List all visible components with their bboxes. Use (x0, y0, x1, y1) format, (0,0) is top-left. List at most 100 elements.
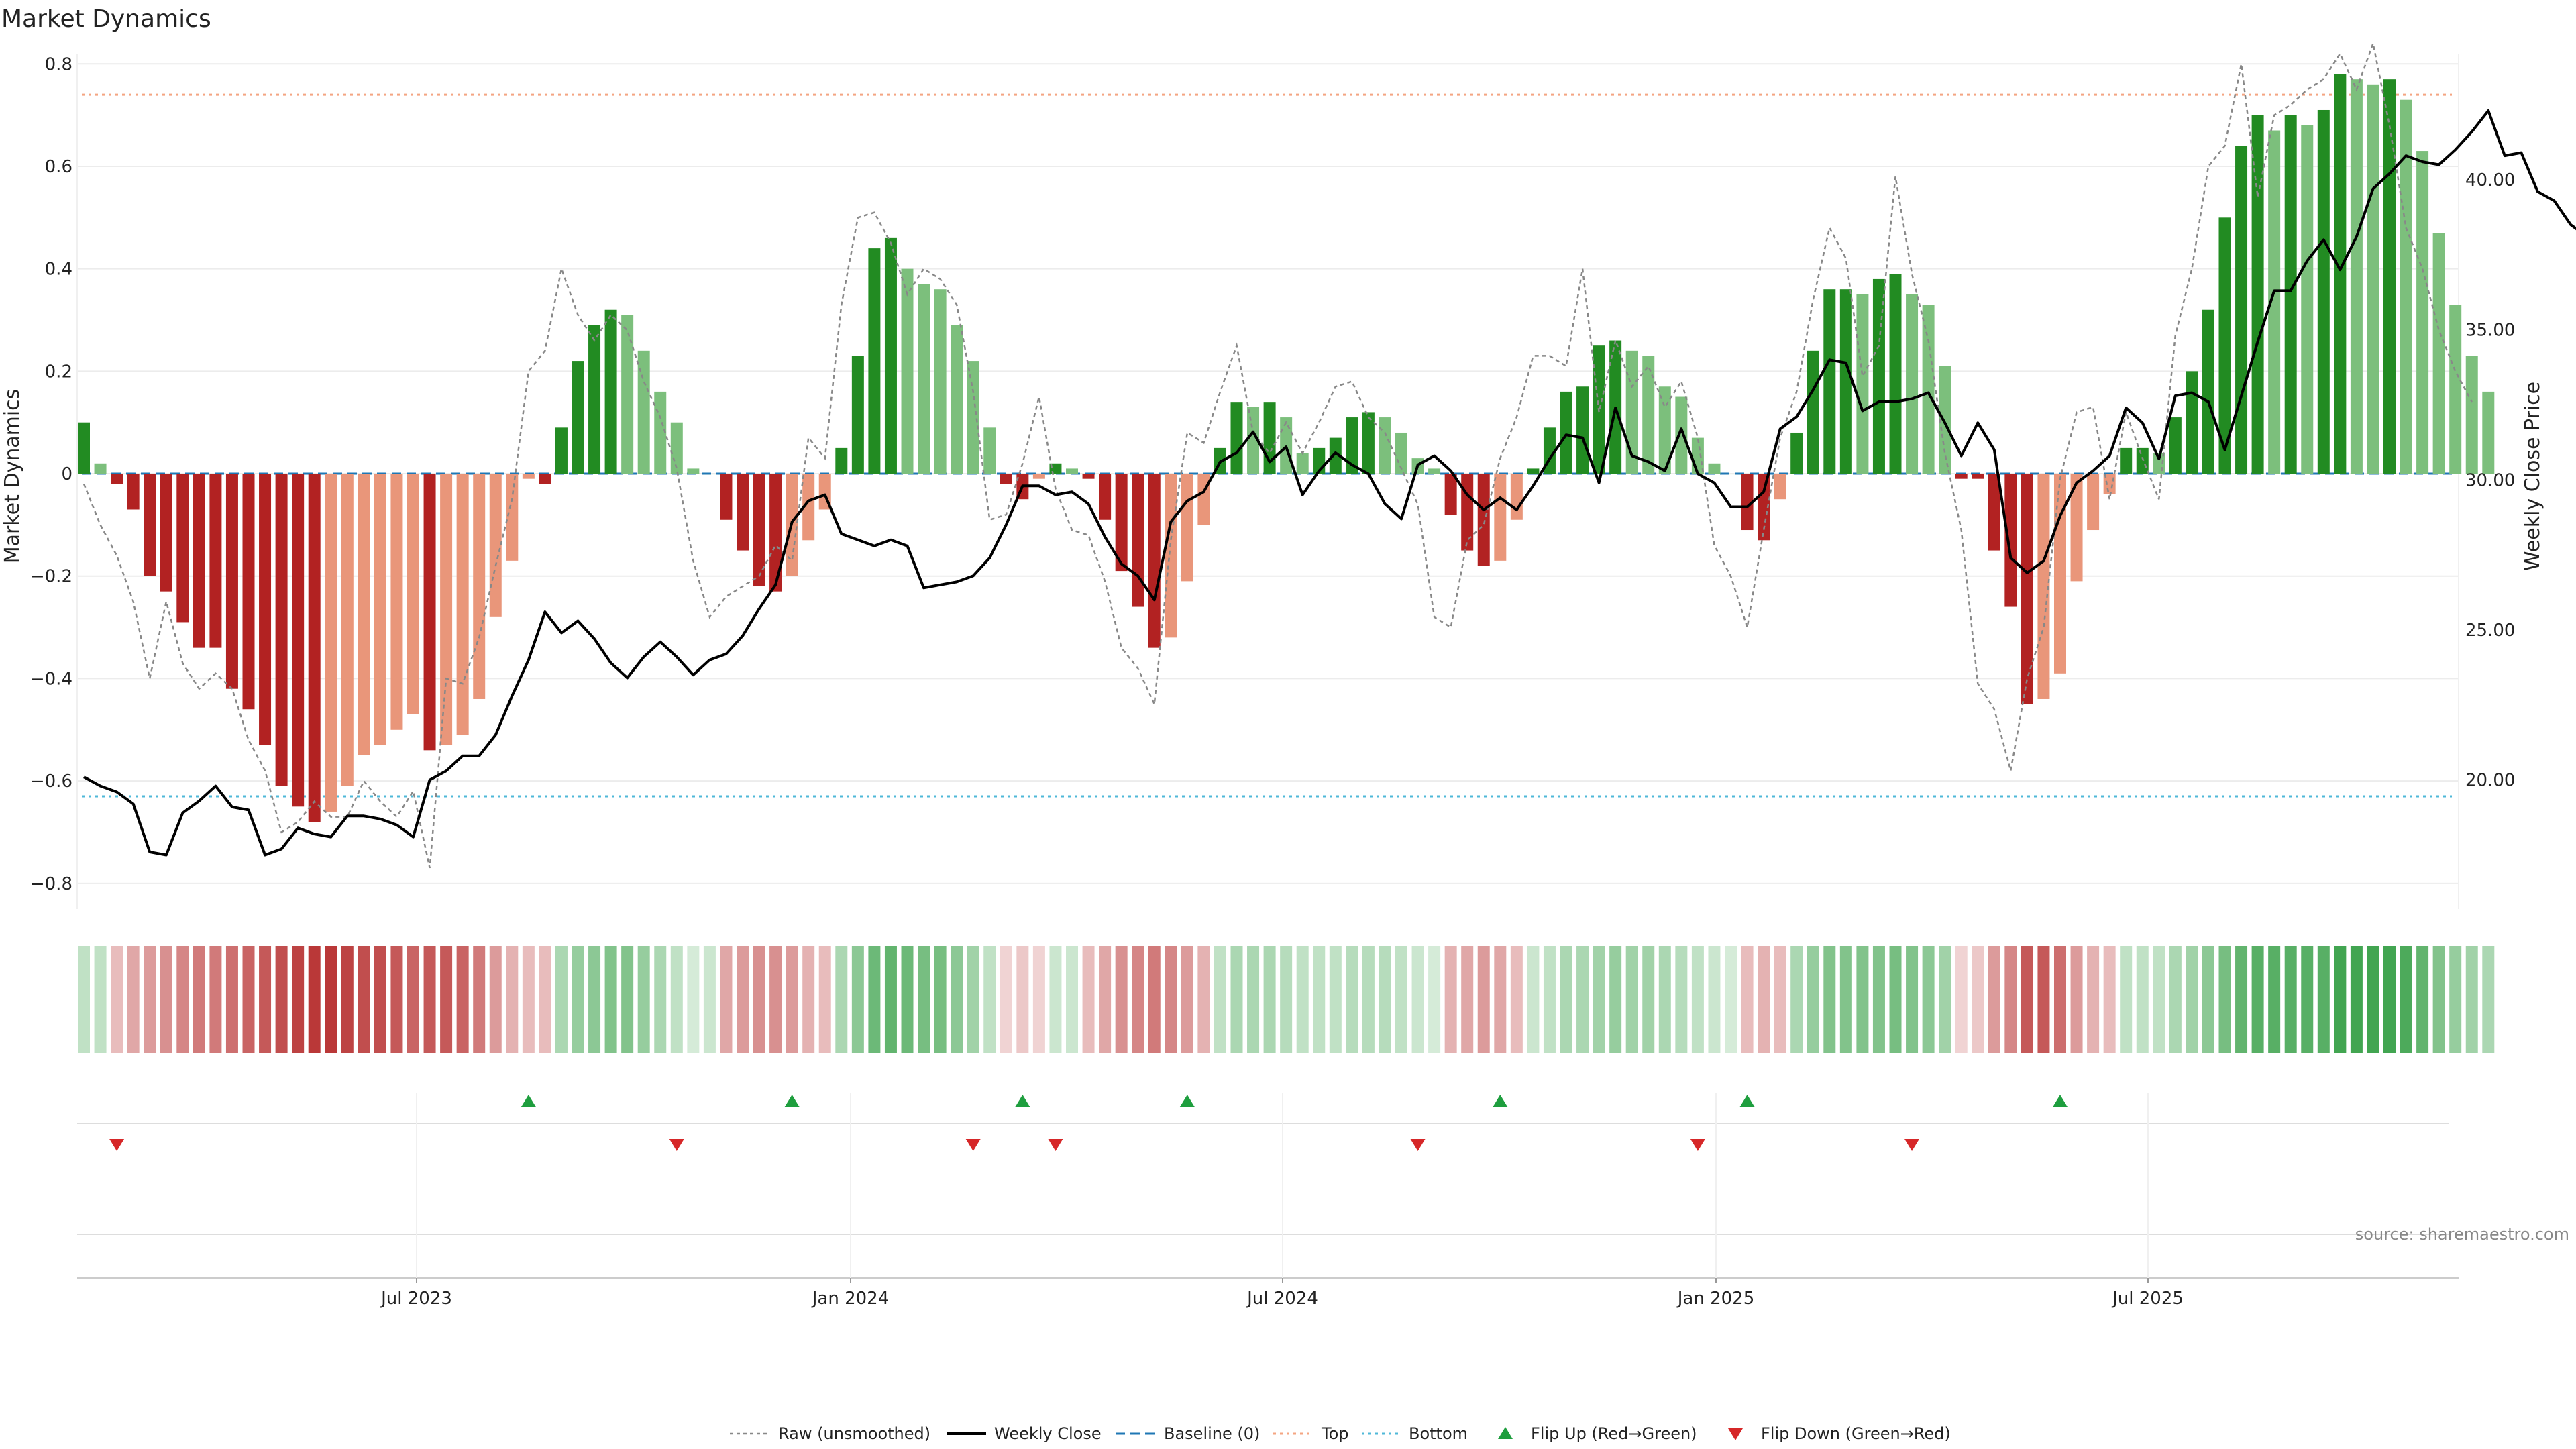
dynamics-bar (2317, 109, 2330, 474)
dynamics-bar (868, 248, 881, 474)
dynamics-bar (884, 237, 897, 474)
flip-down-marker (669, 1139, 684, 1151)
flip-up-marker (1015, 1095, 1030, 1107)
dynamics-bar (2235, 146, 2248, 474)
heatmap-cell (1247, 946, 1260, 1053)
dynamics-bar (225, 474, 238, 689)
dynamics-bar (1906, 294, 1919, 474)
heatmap-cell (2400, 946, 2412, 1053)
flip-up-marker (1493, 1095, 1508, 1107)
heatmap-cell (1197, 946, 1210, 1053)
dynamics-bar (1658, 386, 1671, 474)
dynamics-bar (78, 422, 90, 474)
heatmap-cell (637, 946, 650, 1053)
dynamics-bar (1839, 289, 1852, 474)
flip-up-marker (2053, 1095, 2068, 1107)
x-tick-label: Jan 2024 (811, 1289, 890, 1309)
x-axis: Jul 2023 Jan 2024 Jul 2024 Jan 2025 Jul 2025 (77, 1093, 2459, 1309)
heatmap-cell (144, 946, 156, 1053)
heatmap-cell (737, 946, 749, 1053)
heatmap-cell (242, 946, 255, 1053)
dynamics-bar (308, 474, 321, 822)
dynamics-bar (1872, 278, 1885, 474)
dynamics-bar (1922, 305, 1935, 474)
heatmap-cell (1115, 946, 1128, 1053)
x-tick-label: Jul 2024 (1246, 1289, 1318, 1309)
heatmap-cell (1988, 946, 2000, 1053)
dynamics-bar (2103, 474, 2116, 494)
dynamics-bar (2334, 74, 2347, 474)
heatmap-cell (2087, 946, 2100, 1053)
flip-down-marker (109, 1139, 125, 1151)
legend-flip-down-label: Flip Down (Green→Red) (1761, 1424, 1951, 1443)
dynamics-bar (1790, 432, 1803, 474)
dynamics-bar (242, 474, 255, 710)
heatmap-cell (1906, 946, 1919, 1053)
heatmap-cell (918, 946, 930, 1053)
dynamics-bar (1247, 407, 1260, 474)
heatmap-cell (374, 946, 386, 1053)
heatmap-cell (1494, 946, 1507, 1053)
dynamics-bar (2169, 417, 2182, 474)
dynamics-bar (390, 474, 403, 730)
heatmap-cell (2334, 946, 2347, 1053)
dynamics-bar (2400, 99, 2412, 474)
dynamics-bar (176, 474, 189, 623)
left-axis-ticks: 0.8 0.6 0.4 0.2 0 −0.2 −0.4 −0.6 −0.8 (30, 54, 72, 894)
heatmap-cell (1708, 946, 1721, 1053)
heatmap-cell (1016, 946, 1029, 1053)
dynamics-bar (588, 325, 601, 474)
dynamics-bar (1527, 468, 1540, 474)
heatmap-cell (440, 946, 453, 1053)
heatmap-cell (2070, 946, 2083, 1053)
dynamics-bar (2416, 151, 2429, 474)
heatmap-cell (967, 946, 979, 1053)
dynamics-bar (2350, 79, 2363, 474)
heatmap-cell (1625, 946, 1638, 1053)
dynamics-bar (1988, 474, 2000, 551)
raw-series (83, 40, 2473, 869)
left-tick-label: −0.6 (30, 771, 72, 792)
heatmap-cell (1148, 946, 1161, 1053)
heatmap-cell (111, 946, 123, 1053)
heatmap-cell (1790, 946, 1803, 1053)
dynamics-bar (2054, 474, 2066, 674)
heatmap-cell (1609, 946, 1622, 1053)
heatmap-cell (1263, 946, 1276, 1053)
dynamics-bar (967, 361, 979, 474)
dynamics-bar (1642, 356, 1655, 474)
legend-flip-up-swatch (1498, 1427, 1513, 1439)
dynamics-bar (1444, 474, 1457, 515)
heatmap-cell (522, 946, 535, 1053)
heatmap-cell (292, 946, 305, 1053)
dynamics-bar (2465, 356, 2478, 474)
dynamics-bar (1280, 417, 1293, 474)
dynamics-bar (1939, 366, 1951, 474)
heatmap-cell (2301, 946, 2314, 1053)
heatmap-cell (193, 946, 205, 1053)
dynamics-bar (1296, 453, 1309, 474)
dynamics-bar (2070, 474, 2083, 582)
right-tick-label: 30.00 (2465, 470, 2515, 490)
dynamics-bar (1675, 396, 1688, 474)
heatmap-cell (1313, 946, 1326, 1053)
heatmap-cell (786, 946, 798, 1053)
heatmap-cell (2235, 946, 2248, 1053)
dynamics-bar (1428, 468, 1441, 474)
heatmap-cell (1280, 946, 1293, 1053)
flip-down-marker (1410, 1139, 1426, 1151)
heatmap-cell (1972, 946, 1984, 1053)
legend-close-label: Weekly Close (994, 1424, 1102, 1443)
heatmap-cell (1379, 946, 1391, 1053)
heatmap-cell (901, 946, 914, 1053)
weekly-close-series (83, 109, 2576, 857)
heatmap-cell (654, 946, 667, 1053)
dynamics-bar (2251, 115, 2264, 474)
heatmap-cell (2416, 946, 2429, 1053)
dynamics-bar (440, 474, 453, 745)
left-tick-label: 0.4 (45, 260, 72, 280)
heatmap-cell (1346, 946, 1358, 1053)
heatmap-cell (341, 946, 354, 1053)
heatmap-cell (2465, 946, 2478, 1053)
heatmap-cell (2103, 946, 2116, 1053)
